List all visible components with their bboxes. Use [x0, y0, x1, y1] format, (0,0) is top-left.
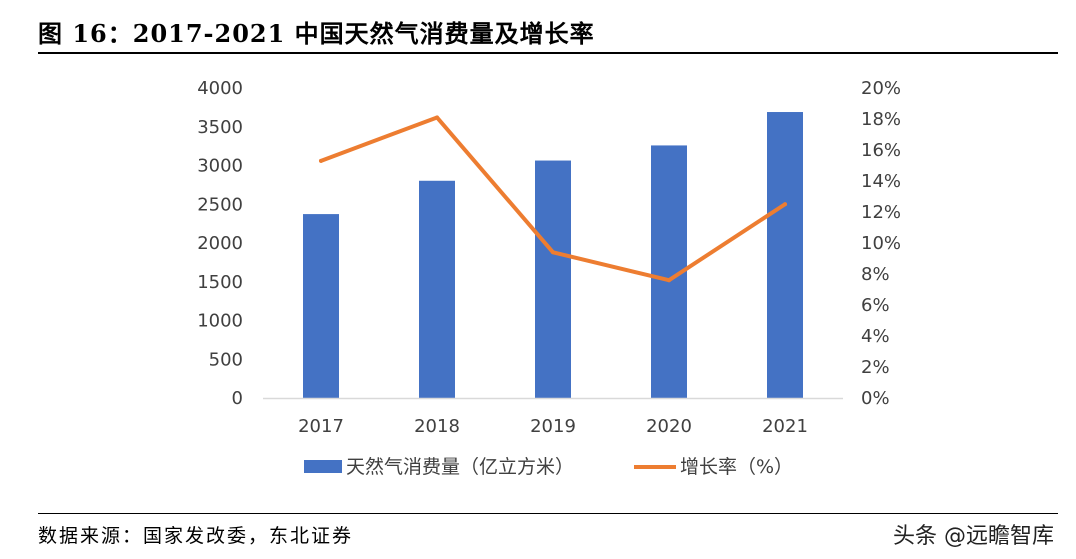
legend: 天然气消费量（亿立方米） 增长率（%）	[304, 456, 793, 478]
bar	[303, 214, 339, 398]
left-axis-tick-label: 3500	[197, 117, 243, 138]
left-axis-tick-label: 1000	[197, 311, 243, 332]
legend-bar-label: 天然气消费量（亿立方米）	[346, 456, 574, 478]
left-axis-tick-label: 0	[232, 388, 243, 409]
growth-rate-point	[667, 278, 671, 283]
legend-line-label: 增长率（%）	[680, 456, 793, 478]
watermark: 头条 @远瞻智库	[893, 524, 1054, 549]
right-axis-tick-label: 20%	[861, 78, 901, 99]
x-axis-tick-label: 2018	[414, 416, 460, 437]
growth-rate-point	[319, 158, 323, 163]
right-axis-tick-label: 18%	[861, 109, 901, 130]
right-axis-tick-label: 10%	[861, 233, 901, 254]
growth-rate-point	[435, 115, 439, 120]
left-axis-tick-label: 2000	[197, 233, 243, 254]
footer-divider	[38, 513, 1058, 514]
left-axis-tick-label: 1500	[197, 272, 243, 293]
x-axis-ticks: 2017 2018 2019 2020 2021	[298, 416, 808, 437]
bar	[535, 160, 571, 398]
growth-rate-point	[783, 202, 787, 207]
right-axis-ticks: 0% 2% 4% 6% 8% 10% 12% 14% 16% 18% 20%	[861, 78, 901, 409]
source-note: 数据来源：国家发改委，东北证券	[38, 525, 354, 547]
x-axis-tick-label: 2019	[530, 416, 576, 437]
right-axis-tick-label: 2%	[861, 357, 890, 378]
bar-series	[303, 112, 803, 399]
growth-rate-point	[551, 250, 555, 255]
title-divider	[38, 52, 1058, 54]
right-axis-tick-label: 0%	[861, 388, 890, 409]
right-axis-tick-label: 12%	[861, 202, 901, 223]
right-axis-tick-label: 14%	[861, 171, 901, 192]
right-axis-tick-label: 4%	[861, 326, 890, 347]
combo-chart: 0 500 1000 1500 2000 2500 3000 3500 4000 0% 2% 4% 6…	[197, 78, 901, 478]
left-axis-tick-label: 500	[209, 349, 243, 370]
right-axis-tick-label: 8%	[861, 264, 890, 285]
left-axis-tick-label: 3000	[197, 156, 243, 177]
bar	[419, 180, 455, 398]
page-title: 图 16：2017-2021 中国天然气消费量及增长率	[38, 19, 595, 48]
x-axis-tick-label: 2021	[762, 416, 808, 437]
left-axis-tick-label: 2500	[197, 194, 243, 215]
legend-bar-swatch	[304, 460, 342, 473]
right-axis-tick-label: 6%	[861, 295, 890, 316]
left-axis-tick-label: 4000	[197, 78, 243, 99]
right-axis-tick-label: 16%	[861, 140, 901, 161]
left-axis-ticks: 0 500 1000 1500 2000 2500 3000 3500 4000	[197, 78, 243, 409]
x-axis-tick-label: 2017	[298, 416, 344, 437]
growth-rate-points	[319, 115, 787, 283]
bar	[767, 112, 803, 399]
x-axis-tick-label: 2020	[646, 416, 692, 437]
